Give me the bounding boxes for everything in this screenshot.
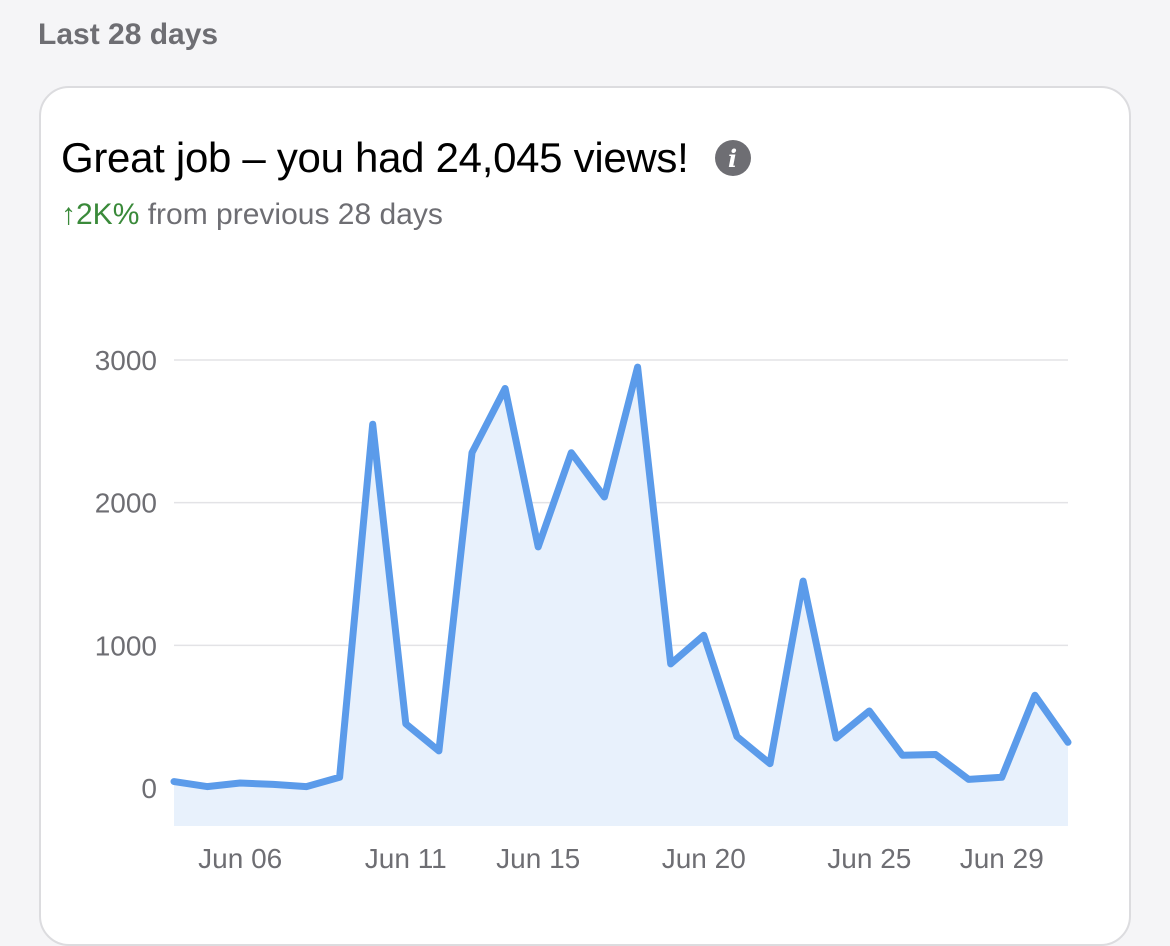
change-text: from previous 28 days	[139, 198, 443, 231]
x-tick-label-jun-29: Jun 29	[960, 843, 1044, 874]
y-axis-ticks: 0 1000 2000 3000	[95, 345, 157, 804]
change-value: 2K%	[76, 198, 140, 231]
x-tick-label-jun-25: Jun 25	[827, 843, 911, 874]
headline-title: Great job – you had 24,045 views!	[61, 134, 689, 181]
x-tick-label-jun-11: Jun 11	[365, 843, 447, 874]
section-label: Last 28 days	[38, 18, 219, 51]
y-tick-label-1000: 1000	[95, 630, 157, 661]
y-tick-label-2000: 2000	[95, 488, 157, 519]
y-tick-label-3000: 3000	[95, 345, 157, 376]
info-circle-icon[interactable]: i	[714, 140, 751, 176]
x-tick-label-jun-20: Jun 20	[662, 843, 746, 874]
area-fill	[174, 367, 1068, 826]
headline-row: Great job – you had 24,045 views! i	[61, 134, 751, 182]
change-subline: ↑2K% from previous 28 days	[61, 198, 443, 232]
x-axis-ticks: Jun 06 Jun 11 Jun 15 Jun 20 Jun 25 Jun 29	[198, 843, 1044, 874]
x-tick-label-jun-15: Jun 15	[496, 843, 580, 874]
change-arrow: ↑	[61, 198, 76, 231]
x-tick-label-jun-06: Jun 06	[198, 843, 282, 874]
y-tick-label-0: 0	[141, 773, 157, 804]
series-line	[170, 363, 1072, 791]
